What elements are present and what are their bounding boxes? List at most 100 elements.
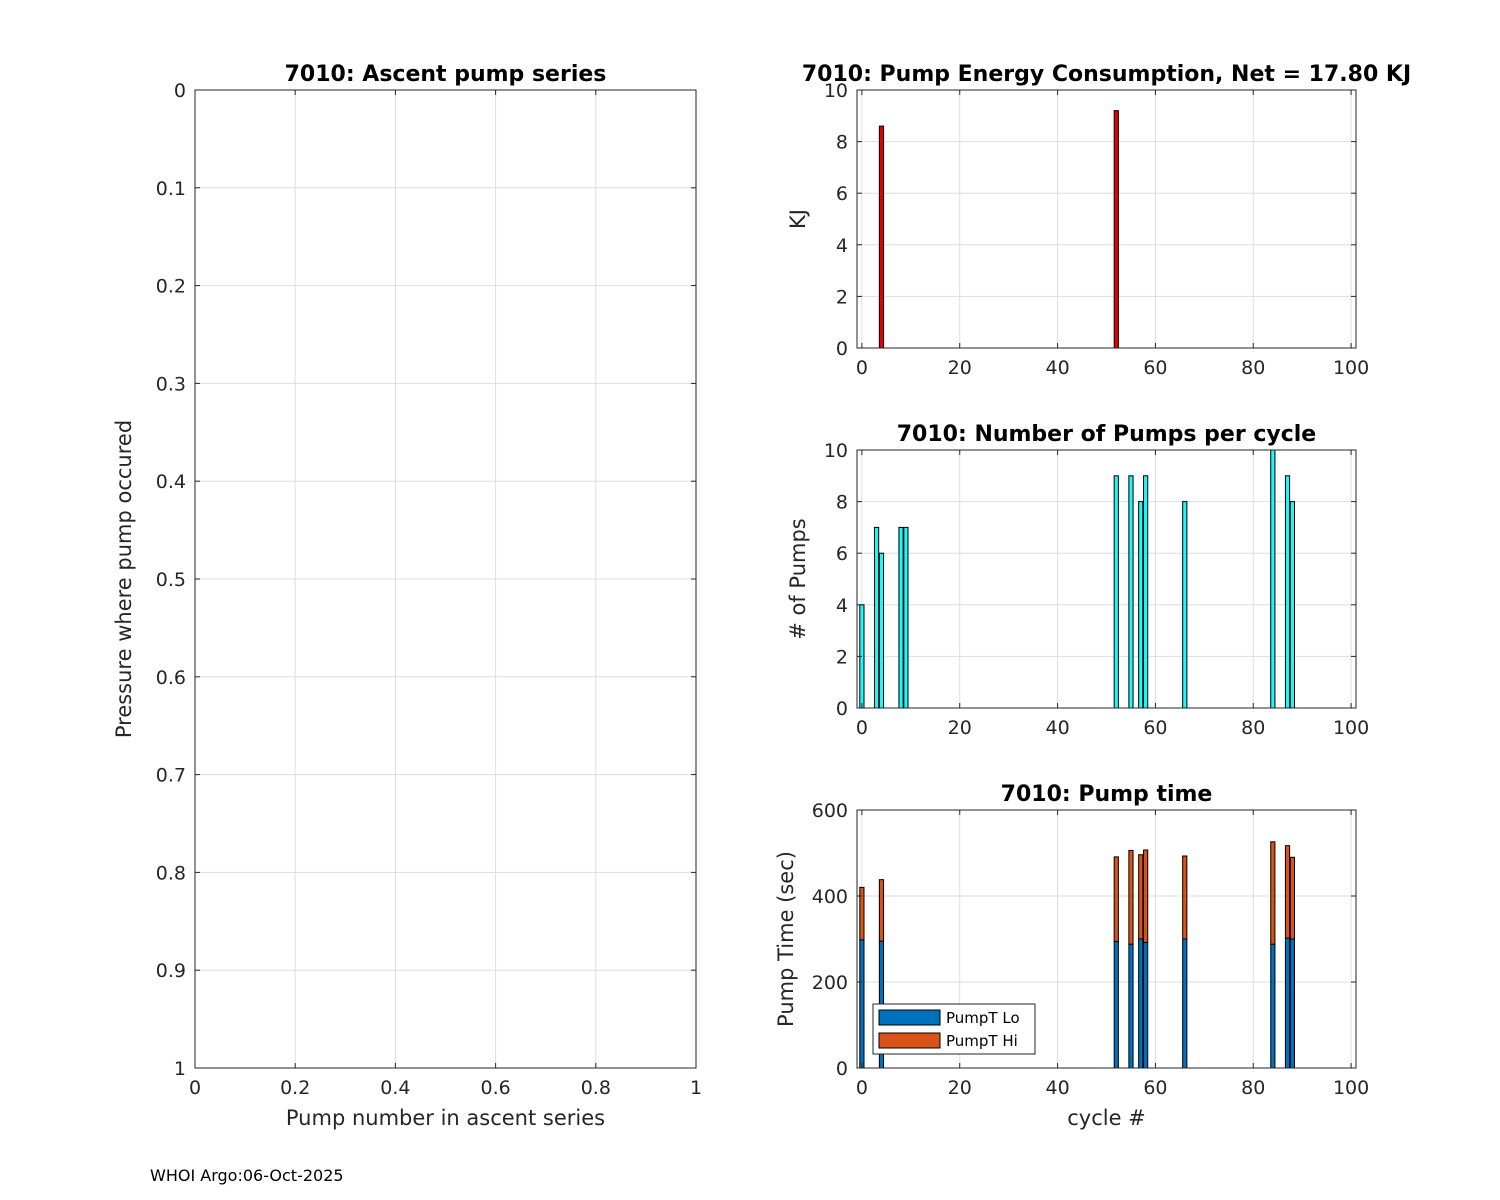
pumptime-bar-lo: [1284, 937, 1291, 1069]
energy-y-tick-label: 4: [836, 235, 848, 257]
pumptime-bar-hi: [1113, 856, 1119, 943]
numpumps-plot-area: [857, 450, 1356, 708]
pumptime-bar-hi: [859, 886, 865, 941]
pumptime-legend: PumpT Lo PumpT Hi: [872, 1003, 1036, 1055]
pumptime-bar-hi: [1182, 855, 1188, 940]
energy-y-tick-label: 6: [836, 183, 848, 205]
ascent-y-tick-label: 0.2: [156, 276, 186, 298]
pumptime-title: 7010: Pump time: [1001, 782, 1213, 807]
numpumps-bar: [1143, 475, 1149, 709]
numpumps-bar: [1128, 475, 1134, 709]
ascent-y-tick-label: 0.5: [156, 569, 186, 591]
pumptime-bar-hi: [1284, 845, 1291, 939]
pumptime-bar-hi: [1289, 856, 1296, 940]
ascent-x-tick-label: 0: [189, 1077, 201, 1099]
numpumps-y-tick-label: 8: [836, 492, 848, 514]
pumptime-bar-hi: [1128, 849, 1134, 945]
numpumps-x-tick-label: 40: [1045, 717, 1069, 739]
ascent-x-tick-label: 0.6: [480, 1077, 510, 1099]
numpumps-x-tick-label: 20: [948, 717, 972, 739]
pumptime-y-tick-label: 400: [812, 886, 848, 908]
pumptime-bar-hi: [1270, 841, 1276, 945]
energy-axes-box: [856, 89, 1357, 349]
numpumps-y-tick-label: 0: [836, 698, 848, 720]
numpumps-bar: [1182, 501, 1188, 709]
ascent-x-tick-label: 0.8: [581, 1077, 611, 1099]
numpumps-title: 7010: Number of Pumps per cycle: [897, 422, 1316, 447]
pumptime-bar-lo: [1182, 938, 1188, 1069]
pumptime-x-axis-label: cycle #: [1067, 1106, 1146, 1130]
pumptime-bar-hi: [1138, 854, 1144, 940]
numpumps-bar: [873, 526, 880, 709]
footer-stamp: WHOI Argo:06-Oct-2025: [150, 1166, 344, 1185]
numpumps-bar: [1284, 475, 1291, 709]
energy-title: 7010: Pump Energy Consumption, Net = 17.…: [802, 62, 1411, 87]
energy-x-tick-label: 0: [856, 357, 868, 379]
energy-plot-area: [857, 90, 1356, 348]
numpumps-y-tick-label: 4: [836, 595, 848, 617]
pumptime-bar-lo: [1128, 943, 1134, 1069]
numpumps-bar: [878, 552, 885, 709]
pumptime-bar-lo: [859, 939, 865, 1069]
numpumps-chart: 0 20 40 60 80 100 0 2 4 6 8 10 7010: Number of Pumps…: [786, 422, 1369, 739]
pumptime-x-tick-label: 80: [1241, 1077, 1265, 1099]
pumptime-bar-lo: [1138, 938, 1144, 1069]
pumptime-y-tick-label: 200: [812, 972, 848, 994]
legend-label-lo: PumpT Lo: [946, 1009, 1020, 1027]
pumptime-axes-box: [856, 809, 1357, 1069]
pumptime-x-tick-label: 40: [1045, 1077, 1069, 1099]
pumptime-y-tick-label: 600: [812, 800, 848, 822]
numpumps-x-tick-label: 60: [1143, 717, 1167, 739]
ascent-y-tick-label: 1: [174, 1058, 186, 1080]
ascent-x-tick-label: 1: [690, 1077, 702, 1099]
pumptime-bar-hi: [878, 879, 885, 942]
energy-y-tick-label: 8: [836, 132, 848, 154]
numpumps-y-tick-label: 6: [836, 543, 848, 565]
energy-y-axis-label: KJ: [786, 209, 810, 229]
ascent-y-tick-label: 0.3: [156, 373, 186, 395]
pumptime-x-tick-label: 60: [1143, 1077, 1167, 1099]
legend-swatch-lo: [878, 1009, 941, 1026]
numpumps-x-tick-label: 100: [1333, 717, 1369, 739]
numpumps-bar: [1289, 501, 1296, 709]
energy-y-tick-label: 2: [836, 286, 848, 308]
pumptime-chart: 0 20 40 60 80 100 0 200 400 600 7010: Pump time cyc…: [774, 782, 1369, 1130]
pumptime-y-axis-label: Pump Time (sec): [774, 851, 798, 1027]
ascent-y-tick-label: 0.9: [156, 960, 186, 982]
numpumps-y-axis-label: # of Pumps: [786, 518, 810, 640]
pumptime-bar-hi: [1143, 849, 1149, 943]
numpumps-axes-box: [856, 449, 1357, 709]
numpumps-bar: [1138, 501, 1144, 709]
numpumps-y-tick-label: 10: [824, 440, 848, 462]
energy-x-tick-label: 20: [948, 357, 972, 379]
pumptime-bar-lo: [1289, 938, 1296, 1069]
pumptime-x-tick-label: 20: [948, 1077, 972, 1099]
numpumps-bar: [1113, 475, 1119, 709]
ascent-y-axis-label: Pressure where pump occured: [112, 420, 136, 738]
legend-label-hi: PumpT Hi: [946, 1032, 1018, 1050]
ascent-y-tick-label: 0.1: [156, 178, 186, 200]
numpumps-bar: [1270, 449, 1276, 709]
ascent-y-tick-label: 0.7: [156, 765, 186, 787]
energy-x-tick-label: 80: [1241, 357, 1265, 379]
ascent-x-axis-label: Pump number in ascent series: [286, 1106, 605, 1130]
ascent-x-tick-label: 0.4: [380, 1077, 410, 1099]
ascent-y-tick-label: 0.8: [156, 862, 186, 884]
energy-x-tick-label: 60: [1143, 357, 1167, 379]
energy-x-tick-label: 40: [1045, 357, 1069, 379]
pumptime-bar-lo: [1270, 943, 1276, 1069]
numpumps-x-tick-label: 80: [1241, 717, 1265, 739]
pumptime-y-tick-label: 0: [836, 1058, 848, 1080]
pumptime-bar-lo: [1113, 941, 1119, 1069]
energy-bar: [1113, 110, 1119, 349]
energy-y-tick-label: 0: [836, 338, 848, 360]
ascent-y-tick-label: 0.6: [156, 667, 186, 689]
ascent-y-tick-label: 0: [174, 80, 186, 102]
ascent-y-tick-label: 0.4: [156, 471, 186, 493]
numpumps-x-tick-label: 0: [856, 717, 868, 739]
numpumps-bar: [903, 526, 909, 709]
numpumps-bar: [898, 526, 904, 709]
ascent-chart: 0 0.2 0.4 0.6 0.8 100.10.20.30.40.50.60.70.80…: [112, 62, 702, 1130]
